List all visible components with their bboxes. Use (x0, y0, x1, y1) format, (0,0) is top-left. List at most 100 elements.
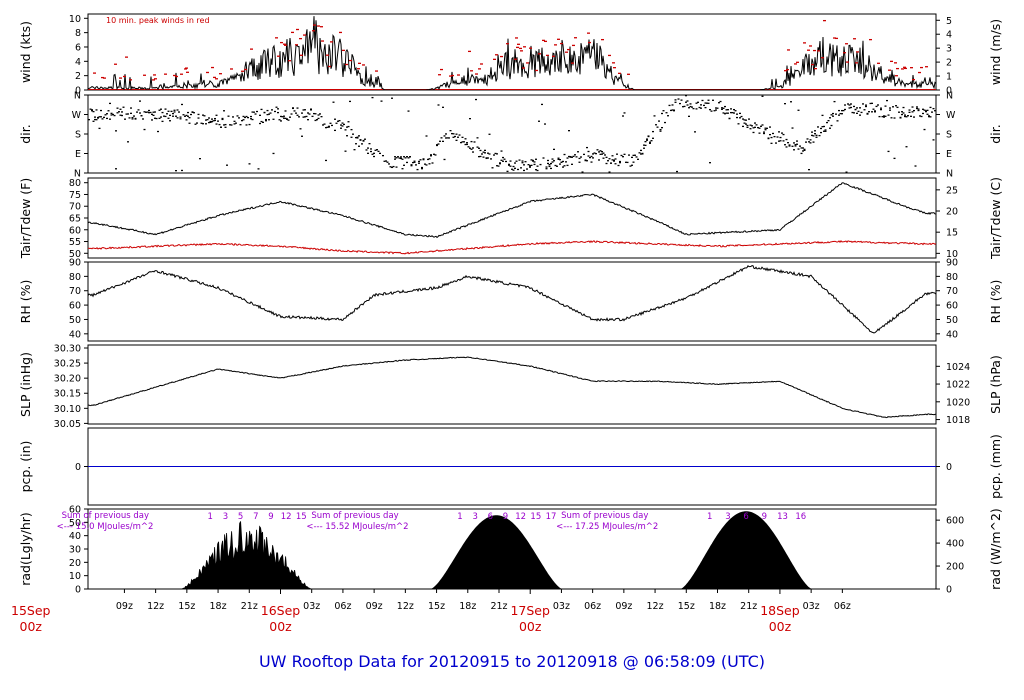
wind-direction-point (751, 125, 753, 127)
wind-direction-point (425, 164, 428, 166)
wind-direction-point (884, 115, 887, 117)
peak-wind-mark (288, 60, 291, 62)
peak-wind-mark (342, 49, 345, 52)
wind-direction-point (211, 118, 213, 120)
wind-direction-point (217, 120, 219, 122)
wind-direction-point (755, 124, 758, 126)
wind-direction-point (136, 111, 138, 113)
wind-direction-point (833, 100, 836, 103)
wind-direction-point (344, 150, 347, 152)
peak-wind-mark (910, 67, 913, 69)
wind-direction-point (242, 115, 245, 118)
wind-direction-point (247, 116, 249, 119)
wind-direction-point (272, 118, 275, 120)
wind-direction-point (332, 101, 335, 103)
peak-wind-mark (514, 58, 517, 60)
wind-direction-point (517, 168, 519, 171)
wind-direction-point (659, 128, 662, 131)
wind-direction-point (568, 130, 570, 132)
solar-local-hour: 15 (530, 512, 541, 522)
wind-direction-point (604, 154, 606, 156)
wind-direction-point (347, 121, 350, 123)
left-tick-label: N (74, 91, 81, 102)
wind-direction-point (800, 152, 803, 155)
right-tick-label: 1022 (946, 380, 970, 391)
wind-direction-point (448, 137, 450, 139)
wind-direction-point (671, 109, 674, 111)
wind-direction-point (634, 154, 636, 156)
panel-content (88, 265, 936, 334)
left-tick-label: 30 (69, 545, 81, 556)
wind-direction-point (281, 116, 284, 118)
wind-direction-point (877, 104, 879, 106)
solar-local-hour: 3 (223, 512, 228, 522)
peak-wind-mark (560, 42, 563, 45)
wind-direction-point (910, 115, 912, 117)
wind-direction-point (503, 158, 506, 160)
wind-direction-point (151, 119, 153, 121)
peak-wind-mark (478, 68, 481, 70)
wind-direction-point (608, 171, 611, 173)
wind-direction-point (929, 106, 932, 109)
hour-tick-label: 09z (116, 601, 133, 612)
wind-direction-point (296, 107, 299, 109)
wind-direction-point (382, 154, 384, 157)
day-hour-label: 00z (519, 619, 542, 634)
left-tick-label: 4 (75, 57, 81, 68)
wind-direction-point (400, 157, 402, 160)
wind-direction-point (314, 119, 317, 122)
wind-direction-point (154, 111, 156, 113)
wind-direction-point (362, 139, 365, 142)
wind-direction-point (793, 149, 795, 151)
wind-direction-point (821, 126, 824, 128)
solar-local-hour: 3 (725, 512, 730, 522)
wind-direction-point (761, 124, 764, 126)
wind-direction-point (856, 107, 858, 109)
wind-direction-point (403, 156, 405, 158)
peak-wind-mark (206, 71, 209, 74)
wind-direction-point (928, 115, 930, 117)
wind-direction-point (413, 161, 416, 163)
wind-direction-point (487, 157, 489, 159)
peak-wind-mark (296, 28, 299, 31)
peak-wind-mark (154, 78, 157, 80)
wind-direction-point (848, 107, 851, 109)
wind-direction-point (578, 161, 581, 163)
left-tick-label: 30.20 (54, 374, 81, 385)
hour-tick-label: 09z (366, 601, 383, 612)
wind-direction-point (584, 159, 587, 161)
wind-direction-point (256, 110, 258, 113)
wind-direction-point (245, 115, 248, 118)
wind-direction-point (590, 161, 593, 163)
wind-direction-point (368, 142, 371, 145)
wind-direction-point (623, 153, 626, 155)
peak-wind-mark (796, 61, 799, 63)
wind-direction-point (311, 115, 314, 118)
wind-direction-point (614, 163, 617, 165)
peak-wind-mark (811, 63, 814, 66)
wind-direction-point (715, 109, 717, 111)
wind-direction-point (191, 111, 194, 113)
wind-direction-point (325, 159, 327, 162)
wind-direction-point (130, 112, 132, 114)
wind-direction-point (346, 126, 348, 128)
wind-direction-point (184, 115, 186, 117)
wind-direction-point (461, 141, 464, 143)
solar-sum-value: <--- 15.0 MJoules/m^2 (57, 522, 154, 532)
wind-direction-point (721, 107, 723, 109)
peak-wind-mark (855, 62, 858, 64)
wind-direction-point (847, 103, 849, 105)
wind-direction-point (413, 160, 416, 162)
wind-direction-point (724, 105, 726, 108)
wind-direction-point (394, 158, 396, 160)
wind-direction-point (574, 154, 576, 156)
peak-wind-mark (904, 67, 907, 70)
wind-direction-point (770, 136, 773, 139)
peak-wind-mark (114, 63, 117, 65)
right-axis-label: dir. (988, 124, 1003, 143)
wind-direction-point (656, 126, 659, 128)
wind-direction-point (661, 126, 663, 129)
wind-direction-point (893, 157, 896, 160)
solar-local-hour: 1 (208, 512, 213, 522)
wind-direction-point (592, 153, 594, 155)
